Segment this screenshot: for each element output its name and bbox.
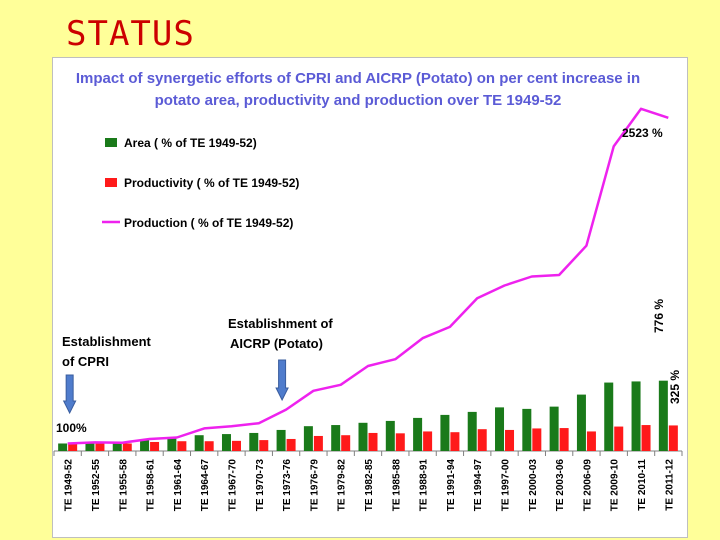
x-tick-label: TE 2009-10 — [610, 459, 621, 512]
x-tick-label: TE 1973-76 — [282, 459, 293, 512]
callout-line1-1: Establishment of — [228, 316, 333, 331]
bar-productivity — [641, 425, 651, 451]
bar-productivity — [259, 440, 269, 451]
x-tick-label: TE 1997-00 — [501, 459, 512, 512]
bar-area — [249, 432, 259, 451]
bar-productivity — [614, 426, 624, 451]
x-tick-label: TE 2000-03 — [528, 459, 539, 512]
bar-area — [112, 442, 122, 451]
legend-swatch-0 — [105, 138, 117, 147]
x-tick-label: TE 1961-64 — [173, 459, 184, 512]
bar-productivity — [95, 443, 105, 451]
legend-label-1: Productivity ( % of TE 1949-52) — [124, 176, 299, 190]
bar-productivity — [68, 443, 78, 451]
bar-area — [331, 425, 341, 451]
bar-productivity — [341, 435, 351, 451]
x-tick-label: TE 2006-09 — [582, 459, 593, 512]
bar-area — [495, 407, 505, 451]
bar-area — [549, 406, 559, 451]
bar-productivity — [586, 431, 596, 451]
bar-area — [631, 381, 641, 451]
callout-arrow-cpri — [62, 374, 77, 415]
bar-area — [140, 439, 150, 451]
x-tick-label: TE 1955-58 — [118, 459, 129, 512]
bar-productivity — [477, 429, 487, 451]
x-tick-label: TE 2011-12 — [664, 459, 675, 511]
annotation-production: 2523 % — [622, 126, 663, 140]
legend-label-0: Area ( % of TE 1949-52) — [124, 136, 257, 150]
bar-productivity — [450, 432, 460, 451]
x-tick-label: TE 1985-88 — [391, 459, 402, 512]
bar-productivity — [231, 440, 241, 451]
x-tick-label: TE 2003-06 — [555, 459, 566, 512]
x-tick-label: TE 1991-94 — [446, 459, 457, 512]
bar-productivity — [668, 425, 678, 451]
bar-area — [85, 442, 95, 451]
annotation-base: 100% — [56, 421, 87, 435]
bar-productivity — [313, 435, 323, 451]
x-tick-label: TE 1982-85 — [364, 459, 375, 512]
callout-line1-0: Establishment — [62, 334, 152, 349]
bar-area — [303, 426, 313, 451]
callout-line2-1: AICRP (Potato) — [230, 336, 323, 351]
callout-arrow-aicrp — [275, 359, 289, 402]
bar-area — [413, 417, 423, 451]
bar-productivity — [204, 441, 214, 451]
bar-area — [576, 394, 586, 451]
x-tick-label: TE 1967-70 — [227, 459, 238, 512]
legend-swatch-1 — [105, 178, 117, 187]
x-tick-label: TE 1964-67 — [200, 459, 211, 512]
annotation-productivity: 325 % — [668, 370, 682, 404]
bar-productivity — [423, 431, 433, 451]
chart-panel — [52, 57, 688, 538]
bar-area — [276, 429, 286, 451]
x-tick-label: TE 1949-52 — [64, 459, 75, 512]
x-tick-label: TE 2010-11 — [637, 459, 648, 511]
bar-area — [522, 408, 532, 451]
bar-productivity — [559, 428, 569, 451]
x-tick-label: TE 1970-73 — [255, 459, 266, 512]
x-tick-label: TE 1952-55 — [91, 459, 102, 512]
x-tick-label: TE 1979-82 — [337, 459, 348, 512]
bar-area — [194, 435, 204, 451]
callout-line2-0: of CPRI — [62, 354, 109, 369]
bar-productivity — [286, 438, 296, 451]
x-tick-label: TE 1976-79 — [309, 459, 320, 512]
legend-label-2: Production ( % of TE 1949-52) — [124, 216, 293, 230]
bar-area — [221, 434, 231, 451]
bar-productivity — [532, 428, 542, 451]
x-tick-label: TE 1958-61 — [146, 459, 157, 512]
x-tick-label: TE 1994-97 — [473, 459, 484, 512]
bar-productivity — [505, 429, 515, 451]
bar-productivity — [177, 441, 187, 451]
chart-title-line1: Impact of synergetic efforts of CPRI and… — [76, 70, 640, 87]
bar-area — [167, 438, 177, 451]
bar-area — [58, 443, 68, 451]
bar-productivity — [395, 433, 405, 451]
slide-title: STATUS — [66, 14, 195, 54]
bar-area — [604, 382, 614, 451]
bar-area — [440, 414, 450, 451]
bar-productivity — [150, 441, 160, 451]
bar-productivity — [122, 443, 132, 451]
x-tick-label: TE 1988-91 — [419, 459, 430, 512]
bar-productivity — [368, 432, 378, 451]
bar-area — [467, 411, 477, 451]
chart-title-line2: potato area, productivity and production… — [155, 92, 562, 109]
production-line — [67, 107, 669, 445]
bar-area — [385, 420, 395, 451]
bar-area — [358, 422, 368, 451]
annotation-area: 776 % — [652, 299, 666, 333]
bar-area — [658, 380, 668, 451]
